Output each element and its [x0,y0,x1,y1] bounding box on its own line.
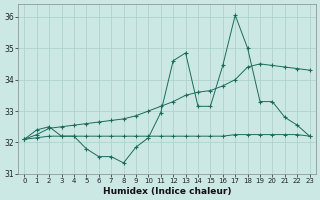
X-axis label: Humidex (Indice chaleur): Humidex (Indice chaleur) [103,187,231,196]
